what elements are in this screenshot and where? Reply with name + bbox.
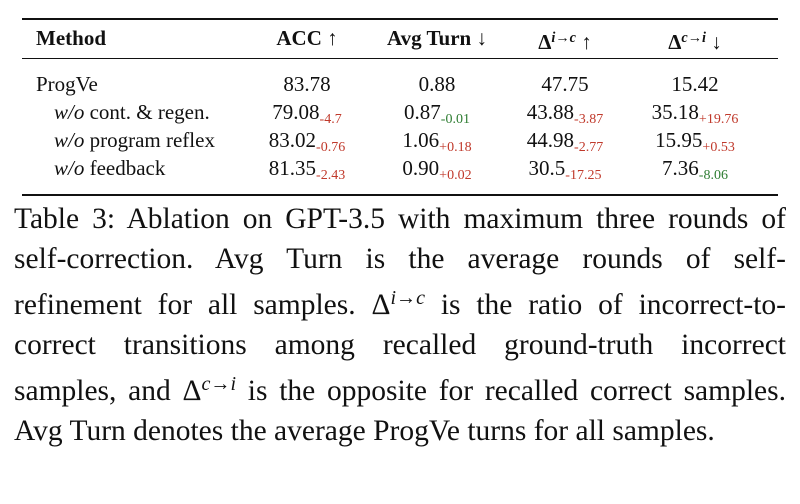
value: 15.95	[655, 128, 703, 152]
row-label: w/o feedback	[54, 154, 165, 182]
caption-text: is the ratio of incorrect-to-correct tra…	[14, 289, 786, 408]
header-math-sup: c→i	[681, 30, 706, 46]
value-cell: 1.06+0.18	[402, 126, 471, 162]
value: 47.75	[541, 72, 589, 96]
header-cell: Method	[36, 26, 106, 50]
value: 35.18	[651, 100, 699, 124]
caption-text: Table 3: Ablation on GPT-3.5 with maximu…	[14, 203, 786, 322]
caption-math-sup: c→i	[201, 373, 237, 396]
value: 44.98	[526, 128, 575, 152]
caption-math-sup: i→c	[390, 287, 425, 309]
table-row: w/o cont. & regen. 79.08-4.7 0.87-0.01 43.8…	[22, 98, 778, 127]
caption-math-base: Δ	[182, 375, 202, 408]
value: 1.06	[402, 128, 440, 152]
row-label: ProgVe	[36, 70, 98, 98]
value: 0.87	[404, 100, 441, 124]
delta: +0.02	[439, 168, 472, 183]
header-row: Method ACC ↑ Avg Turn ↓ Δi→c ↑ Δc→i ↓	[22, 24, 778, 54]
value-cell: 7.36-8.06	[662, 154, 728, 190]
value-cell: 47.75	[541, 70, 588, 98]
value: 83.02	[268, 128, 317, 152]
value: 15.42	[671, 72, 719, 96]
delta: +0.18	[439, 140, 472, 155]
row-label-italic: w/o	[54, 100, 85, 124]
delta: -2.77	[574, 140, 604, 155]
caption-text: is the opposite for recalled correct sam…	[14, 375, 786, 447]
value: 79.08	[272, 100, 320, 124]
delta: -2.43	[316, 168, 346, 183]
mid-rule	[22, 58, 778, 59]
table-row: w/o program reflex 83.02-0.76 1.06+0.18 44.…	[22, 126, 778, 155]
caption-math: Δc→i	[182, 373, 237, 408]
row-label: w/o program reflex	[54, 126, 215, 154]
delta: +0.53	[702, 140, 735, 155]
value-cell: 44.98-2.77	[527, 126, 603, 162]
value-cell: 43.88-3.87	[527, 98, 603, 134]
delta: -0.01	[440, 112, 470, 127]
delta: -3.87	[574, 112, 604, 127]
row-label-text: feedback	[89, 156, 166, 180]
row-label: w/o cont. & regen.	[54, 98, 210, 126]
value-cell: 81.35-2.43	[269, 154, 345, 190]
caption-math: Δi→c	[371, 287, 425, 322]
delta: -8.06	[698, 168, 728, 183]
bottom-rule	[22, 194, 778, 196]
header-math-sup: i→c	[551, 30, 576, 46]
header-math-arrow: ↑	[581, 30, 592, 55]
value: 30.5	[528, 156, 566, 180]
delta: -0.76	[316, 140, 346, 155]
caption-math-base: Δ	[371, 289, 391, 322]
value: 43.88	[526, 100, 575, 124]
value: 83.78	[283, 72, 331, 96]
value: 81.35	[268, 156, 317, 180]
value-cell: 30.5-17.25	[529, 154, 602, 190]
row-label-text: cont. & regen.	[89, 100, 210, 124]
value-cell: 83.02-0.76	[269, 126, 345, 162]
caption: Table 3: Ablation on GPT-3.5 with maximu…	[14, 200, 786, 451]
header-math-base: Δ	[538, 30, 552, 55]
value-cell: 79.08-4.7	[272, 98, 341, 134]
value-cell: 15.42	[671, 70, 718, 98]
delta: -4.7	[319, 112, 342, 127]
table-row: ProgVe 83.78 0.88 47.75 15.42	[22, 70, 778, 98]
header-math-arrow: ↓	[711, 30, 722, 55]
row-label-text: ProgVe	[36, 72, 98, 96]
table-row: w/o feedback 81.35-2.43 0.90+0.02 30.5-17.2…	[22, 154, 778, 183]
header-cell: Avg Turn ↓	[387, 26, 487, 50]
row-label-italic: w/o	[54, 128, 85, 152]
value-cell: 0.90+0.02	[402, 154, 471, 190]
header-math-base: Δ	[668, 30, 682, 55]
value-cell: 0.87-0.01	[404, 98, 470, 134]
value: 0.88	[418, 72, 456, 96]
value: 7.36	[662, 156, 699, 180]
value-cell: 83.78	[283, 70, 330, 98]
value-cell: 0.88	[419, 70, 456, 98]
row-label-italic: w/o	[54, 156, 85, 180]
delta: -17.25	[565, 168, 602, 183]
header-cell: Δc→i ↓	[668, 24, 721, 56]
header-cell: ACC ↑	[276, 26, 338, 50]
value: 0.90	[402, 156, 440, 180]
row-label-text: program reflex	[89, 128, 215, 152]
value-cell: 15.95+0.53	[655, 126, 735, 162]
top-rule	[22, 18, 778, 20]
delta: +19.76	[698, 112, 739, 127]
header-cell: Δi→c ↑	[538, 24, 591, 56]
value-cell: 35.18+19.76	[652, 98, 739, 134]
